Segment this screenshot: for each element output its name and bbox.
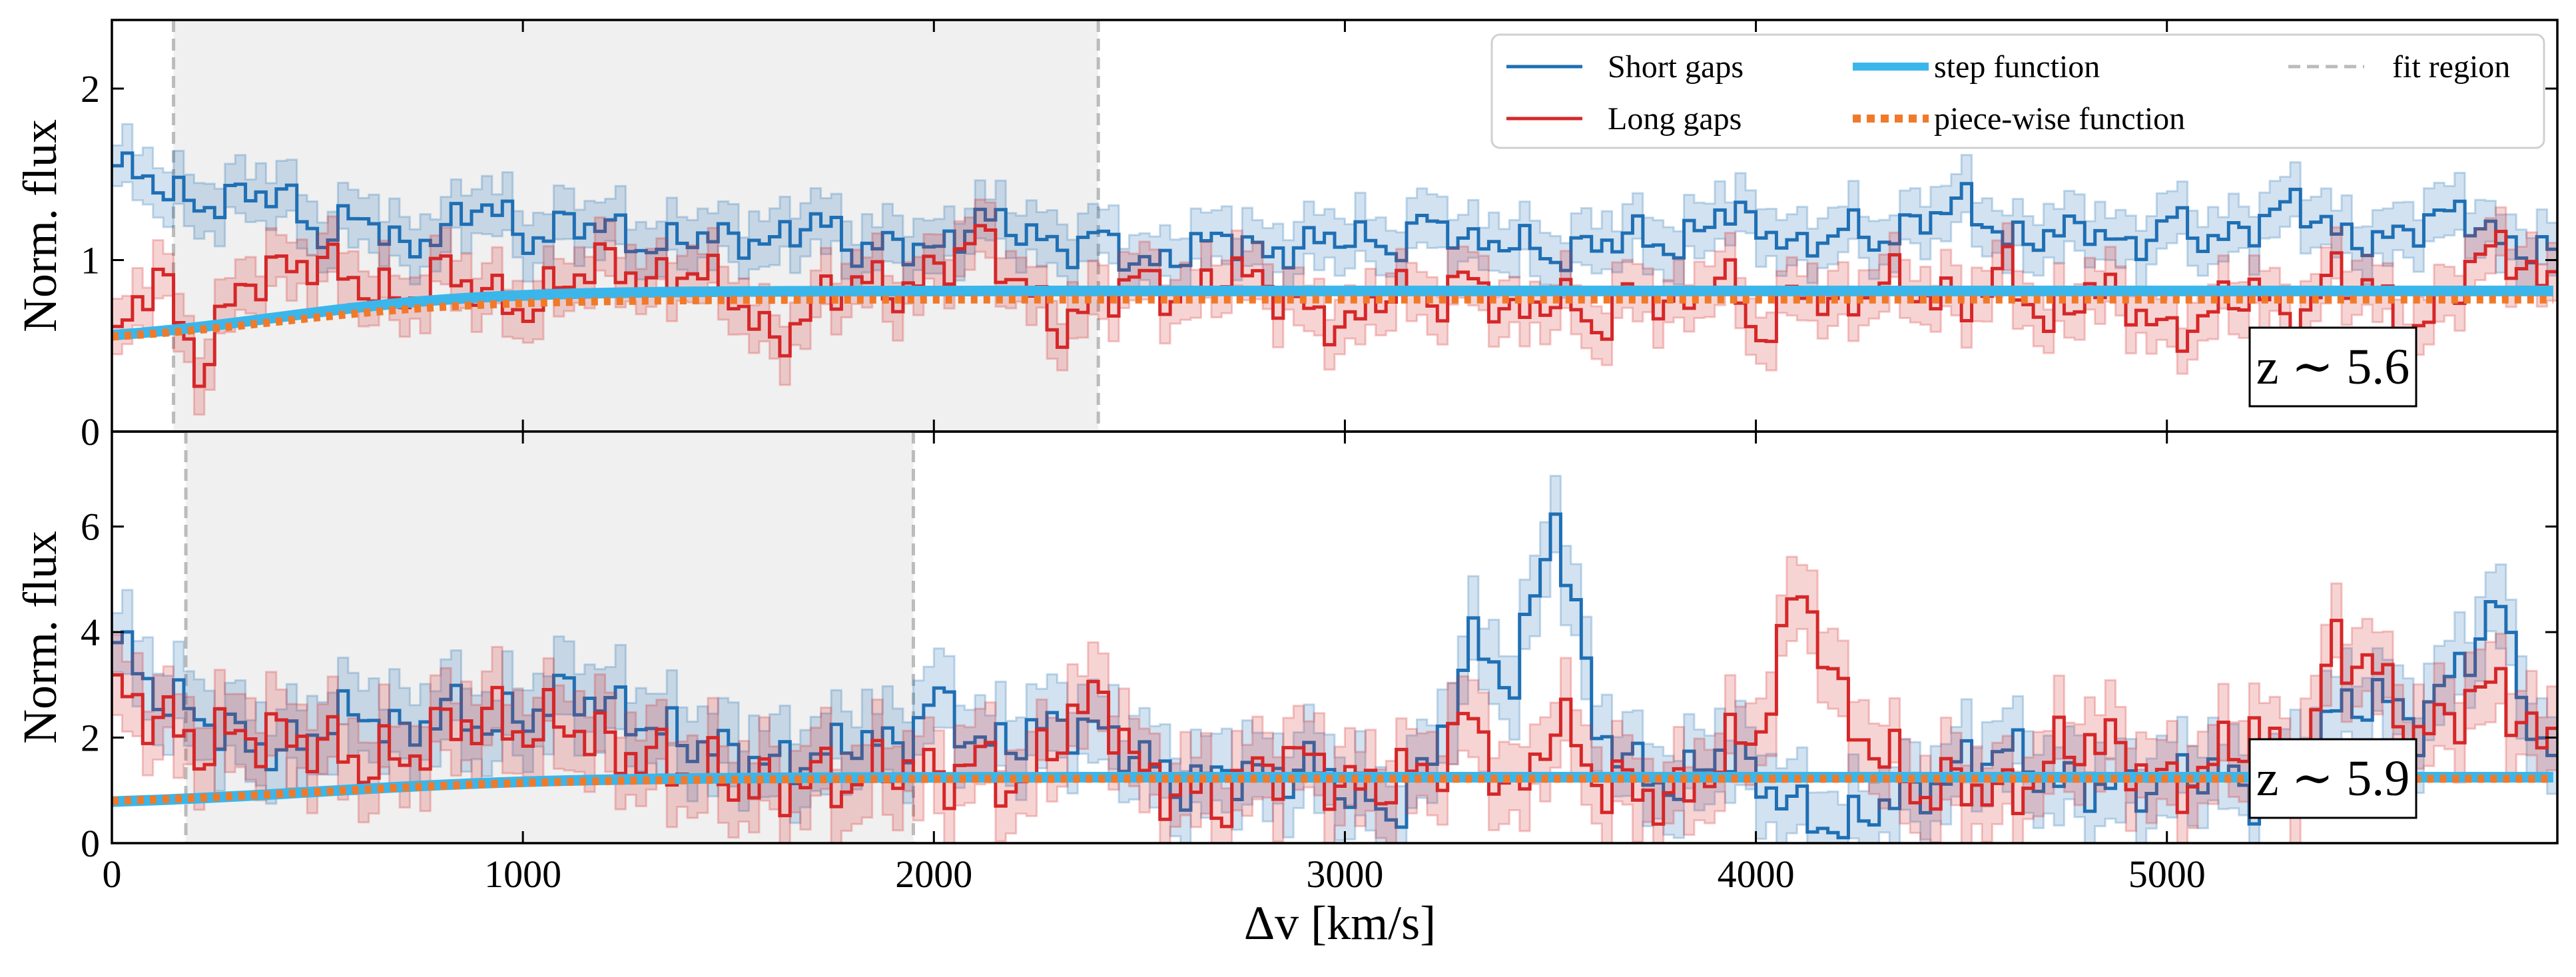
- series-line-long-gaps: [112, 224, 2557, 388]
- legend-label-short: Short gaps: [1608, 49, 1744, 85]
- redshift-label-box: [2248, 326, 2417, 408]
- x-tick-label: 1000: [484, 852, 561, 896]
- series-line-short-gaps: [112, 512, 2557, 840]
- y-tick-label: 2: [81, 717, 100, 760]
- legend-label-fit: fit region: [2392, 49, 2510, 85]
- y-tick-label: 0: [81, 822, 100, 865]
- y-tick-label: 1: [81, 239, 100, 282]
- legend-box: [1490, 33, 2545, 149]
- step-function-line: [112, 285, 2553, 341]
- y-tick-label: 0: [81, 410, 100, 454]
- x-tick-label: 4000: [1718, 852, 1795, 896]
- error-band-long: [112, 555, 2557, 843]
- x-tick-label: 5000: [2128, 852, 2206, 896]
- error-band-short: [112, 474, 2557, 843]
- x-tick-label: 3000: [1306, 852, 1383, 896]
- x-tick-label: 0: [103, 852, 122, 896]
- legend-label-long: Long gaps: [1608, 101, 1742, 137]
- plot-area-0: [112, 20, 2557, 432]
- y-tick-label: 4: [81, 611, 100, 654]
- redshift-label: z ∼ 5.6: [2256, 339, 2410, 395]
- panel-bottom: 0 2 4 6 0 1000 2000 3000 4000 5000 Norm. flux z ∼ 5…: [13, 430, 2559, 896]
- redshift-label-box: [2248, 738, 2417, 819]
- series-line-short-gaps: [112, 151, 2557, 272]
- fit-region-fill: [173, 20, 1099, 432]
- piecewise-function-line: [112, 775, 2553, 805]
- y-axis-label: Norm. flux: [13, 119, 67, 332]
- y-tick-label: 6: [81, 505, 100, 549]
- x-axis-label: Δv [km/s]: [1244, 896, 1436, 950]
- legend-label-piecewise: piece-wise function: [1934, 101, 2185, 137]
- piecewise-function-line: [112, 295, 2553, 341]
- x-tick-label: 2000: [895, 852, 972, 896]
- y-tick-label: 2: [81, 67, 100, 111]
- legend: Short gaps Long gaps step function piece…: [1490, 33, 2545, 149]
- legend-label-step: step function: [1934, 49, 2100, 85]
- axes-frame: [111, 430, 2559, 844]
- y-axis-label: Norm. flux: [13, 531, 67, 744]
- plot-area-1: [112, 432, 2557, 843]
- redshift-label: z ∼ 5.9: [2256, 751, 2410, 807]
